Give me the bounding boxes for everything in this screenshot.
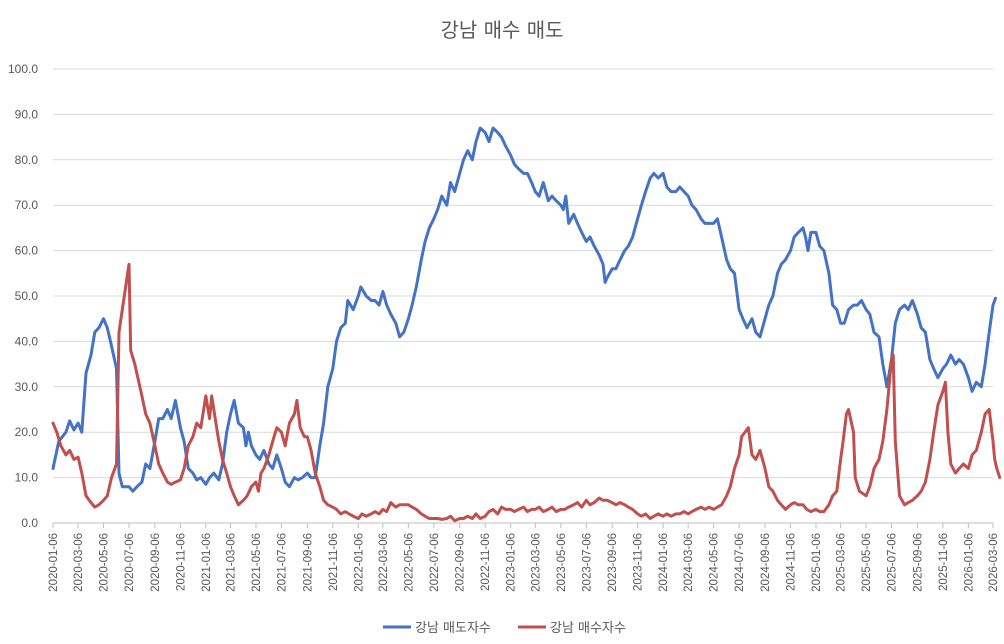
x-tick-label: 2020-11-06 <box>175 533 187 591</box>
x-tick-label: 2023-09-06 <box>607 533 619 592</box>
x-tick-label: 2026-03-06 <box>988 533 1000 592</box>
x-tick-label: 2023-11-06 <box>633 533 645 591</box>
x-tick-label: 2022-01-06 <box>353 533 365 592</box>
gridlines <box>53 68 993 524</box>
x-tick-label: 2021-11-06 <box>328 533 340 591</box>
y-tick-label: 30.0 <box>15 380 39 394</box>
x-tick-label: 2024-09-06 <box>760 533 772 592</box>
x-tick-label: 2021-09-06 <box>302 533 314 592</box>
series-lines <box>51 126 1002 523</box>
x-tick-label: 2021-07-06 <box>276 533 288 592</box>
x-tick-label: 2022-07-06 <box>429 533 441 592</box>
x-tick-label: 2023-01-06 <box>506 533 518 592</box>
y-tick-label: 80.0 <box>15 153 39 167</box>
x-tick-label: 2024-03-06 <box>683 533 695 592</box>
x-tick-label: 2022-03-06 <box>378 533 390 592</box>
x-tick-label: 2020-09-06 <box>150 533 162 592</box>
x-tick-label: 2022-09-06 <box>455 533 467 592</box>
x-tick-label: 2025-09-06 <box>912 533 924 592</box>
legend: 강남 매도자수 강남 매수자수 <box>383 621 626 636</box>
x-tick-label: 2023-07-06 <box>581 533 593 592</box>
x-tick-label: 2025-11-06 <box>938 533 950 591</box>
series-line-2 <box>51 262 1002 523</box>
y-tick-label: 50.0 <box>15 289 39 303</box>
series-line-1 <box>51 126 997 493</box>
x-tick-label: 2021-03-06 <box>225 533 237 592</box>
legend-label-2: 강남 매수자수 <box>550 621 626 636</box>
x-tick-label: 2025-05-06 <box>861 533 873 592</box>
y-tick-label: 20.0 <box>15 425 39 439</box>
x-tick-label: 2024-01-06 <box>658 533 670 592</box>
y-axis-ticks: 0.0 10.0 20.0 30.0 40.0 50.0 60.0 70.0 80.0 90.0 1… <box>8 62 38 530</box>
y-tick-label: 70.0 <box>15 198 39 212</box>
x-tick-label: 2022-05-06 <box>403 533 415 592</box>
x-tick-label: 2024-07-06 <box>734 533 746 592</box>
y-tick-label: 100.0 <box>8 62 38 76</box>
x-tick-label: 2020-07-06 <box>124 533 136 592</box>
x-tick-label: 2020-05-06 <box>99 533 111 592</box>
x-tick-label: 2021-01-06 <box>201 533 213 592</box>
y-tick-label: 0.0 <box>21 516 38 530</box>
y-tick-label: 60.0 <box>15 244 39 258</box>
x-tick-label: 2023-05-06 <box>556 533 568 592</box>
x-tick-label: 2025-01-06 <box>811 533 823 592</box>
x-tick-label: 2024-11-06 <box>785 533 797 591</box>
chart-title: 강남 매수 매도 <box>440 18 563 42</box>
x-tick-label: 2021-05-06 <box>251 533 263 592</box>
x-tick-label: 2025-03-06 <box>836 533 848 592</box>
x-tick-label: 2020-03-06 <box>73 533 85 592</box>
x-tick-label: 2020-01-06 <box>48 533 60 592</box>
y-tick-label: 10.0 <box>15 471 39 485</box>
y-tick-label: 40.0 <box>15 334 39 348</box>
x-tick-label: 2022-11-06 <box>480 533 492 591</box>
x-tick-label: 2023-03-06 <box>530 533 542 592</box>
x-tick-label: 2024-05-06 <box>709 533 721 592</box>
y-tick-label: 90.0 <box>15 107 39 121</box>
legend-label-1: 강남 매도자수 <box>415 621 491 636</box>
x-tick-label: 2025-07-06 <box>887 533 899 592</box>
x-axis-ticks: 2020-01-06 2020-03-06 2020-05-06 2020-07-06… <box>48 523 1000 592</box>
x-tick-label: 2026-01-06 <box>963 533 975 592</box>
